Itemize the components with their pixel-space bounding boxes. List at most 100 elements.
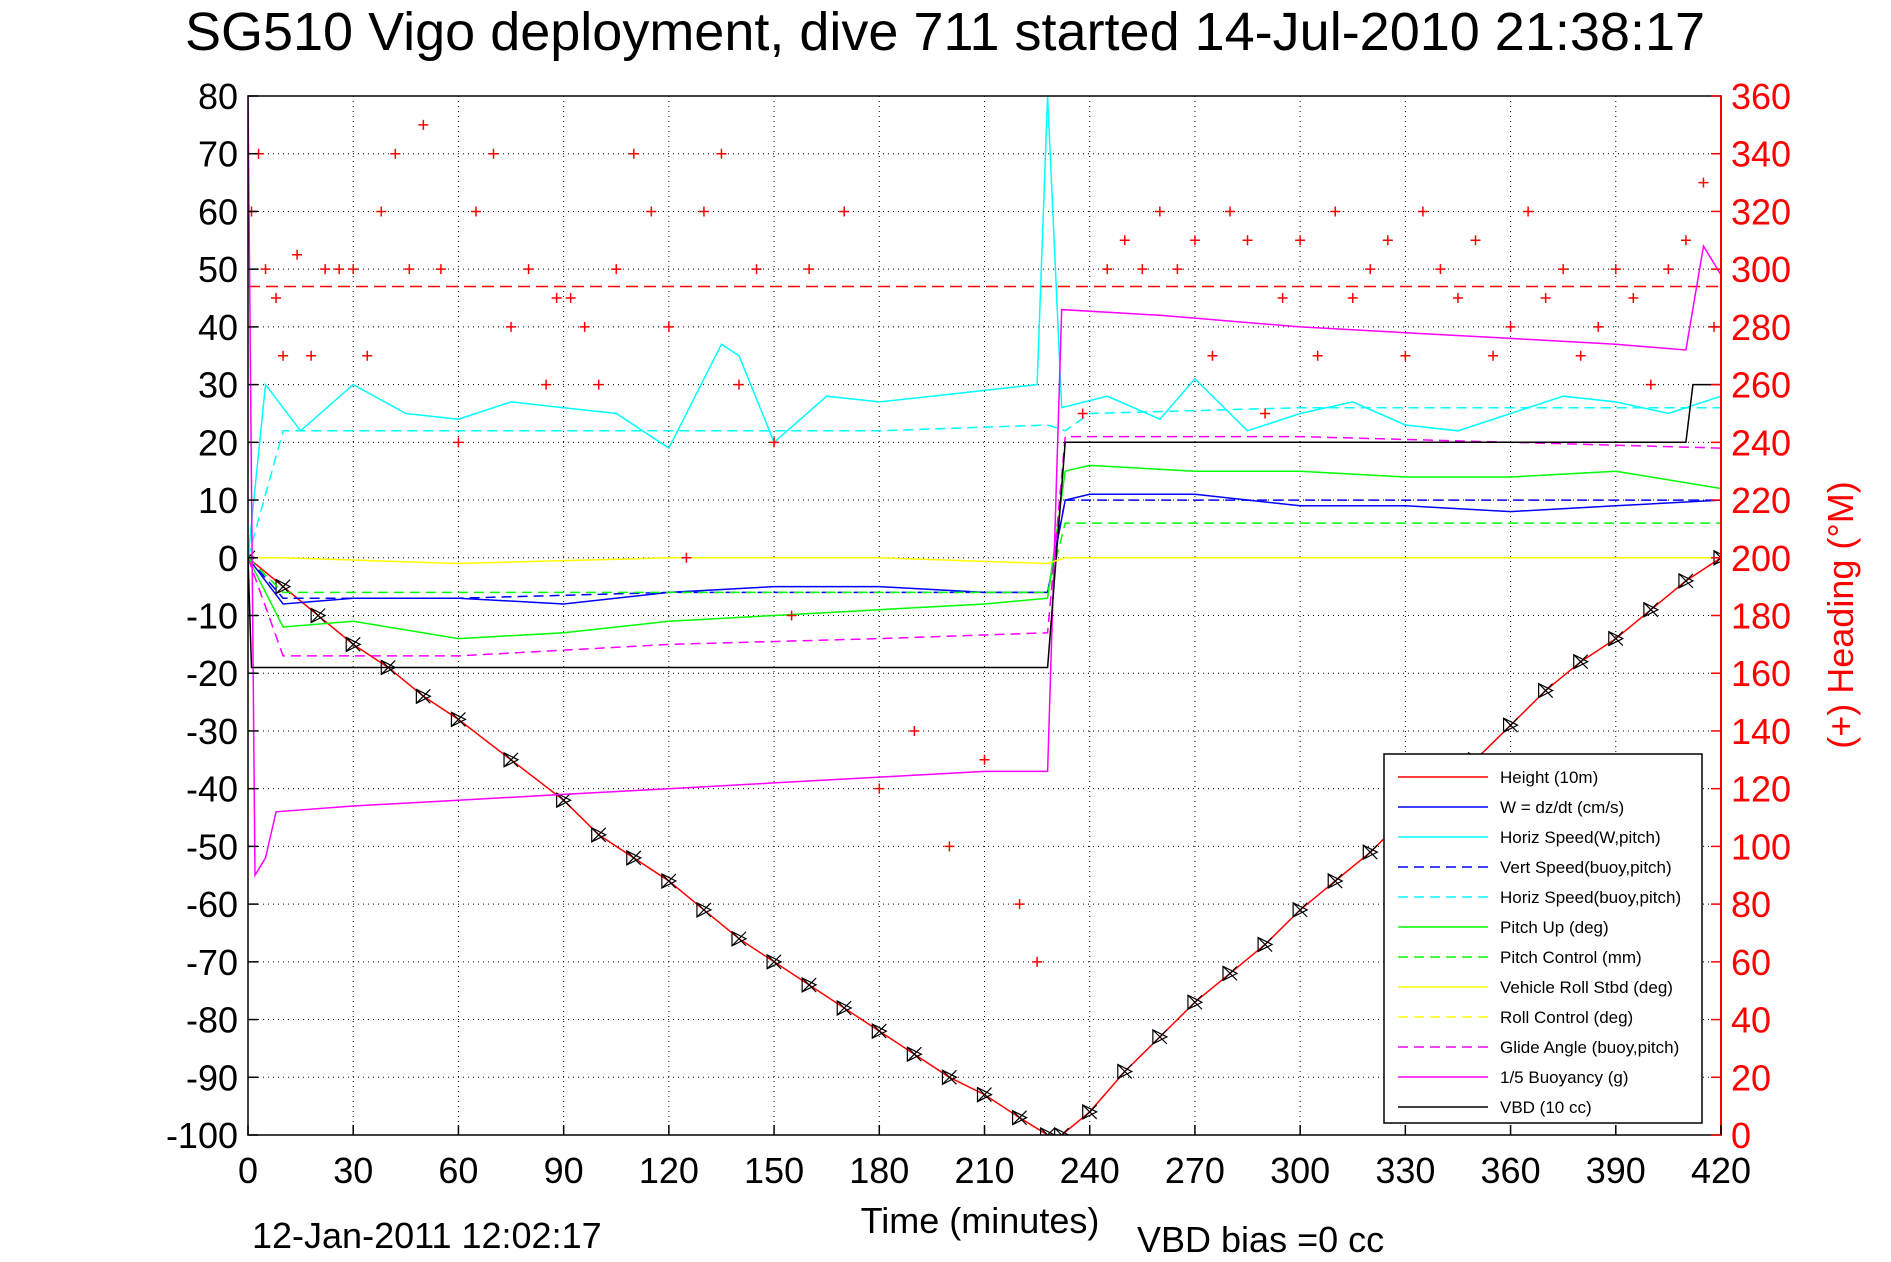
y-axis-left: 80 70 60 50 40 30 20 10 0 -10 -20 -30 -40 -50 -60 -70 -8… (166, 76, 258, 1156)
heading-point (1628, 293, 1639, 304)
heading-point (435, 264, 446, 275)
y-tick-label-left: 30 (198, 365, 238, 406)
heading-point (1505, 321, 1516, 332)
height-marker (591, 826, 608, 843)
heading-point (1137, 264, 1148, 275)
heading-point (681, 552, 692, 563)
heading-point (1014, 899, 1025, 910)
heading-point (646, 206, 657, 217)
x-tick-label: 180 (849, 1150, 909, 1191)
height-marker (766, 953, 783, 970)
heading-point (1347, 293, 1358, 304)
y-tick-label-left: 40 (198, 307, 238, 348)
legend-item: Horiz Speed(buoy,pitch) (1398, 888, 1681, 907)
height-marker (1678, 572, 1695, 589)
height-marker (661, 873, 678, 889)
legend-label: Horiz Speed(W,pitch) (1500, 828, 1661, 847)
heading-point (1225, 206, 1235, 217)
y-tick-label-left: 80 (198, 76, 238, 117)
height-marker (1011, 1109, 1028, 1126)
y-tick-label-right: 80 (1731, 884, 1771, 925)
y-tick-label-right: 160 (1731, 653, 1791, 694)
heading-point (1488, 350, 1499, 361)
heading-point (1663, 264, 1674, 275)
heading-point (306, 350, 317, 361)
y-tick-label-right: 360 (1731, 76, 1791, 117)
heading-point (1558, 264, 1569, 275)
heading-point (404, 264, 415, 275)
y-tick-label-right: 180 (1731, 596, 1791, 637)
legend-label: Glide Angle (buoy,pitch) (1500, 1038, 1679, 1057)
heading-point (362, 350, 373, 361)
heading-point (1154, 206, 1165, 217)
legend-item: Glide Angle (buoy,pitch) (1398, 1038, 1679, 1057)
heading-point (1452, 293, 1463, 304)
heading-point (1260, 408, 1271, 419)
series-line-horiz-speed-w-pitch (248, 96, 1721, 558)
series-line-pitch-control-mm (248, 522, 1721, 594)
x-tick-label: 60 (438, 1150, 478, 1191)
height-marker (275, 578, 292, 595)
heading-point (334, 264, 345, 275)
y-tick-label-right: 40 (1731, 1000, 1771, 1041)
heading-point (1032, 956, 1043, 967)
y-tick-label-right: 220 (1731, 480, 1791, 521)
heading-point (769, 437, 780, 448)
y-tick-label-right: 0 (1731, 1115, 1751, 1156)
y-tick-label-left: 0 (218, 538, 238, 579)
height-marker (731, 930, 748, 947)
heading-point (453, 437, 464, 448)
y-tick-label-left: -40 (186, 769, 238, 810)
heading-point (390, 148, 401, 159)
height-marker (1538, 682, 1554, 699)
y-tick-label-right: 340 (1731, 134, 1791, 175)
x-tick-label: 0 (238, 1150, 258, 1191)
height-marker (1643, 601, 1660, 618)
legend-item: Vert Speed(buoy,pitch) (1398, 858, 1672, 877)
y-tick-label-right: 200 (1731, 538, 1791, 579)
x-axis: 0 30 60 90 120 150 180 210 240 270 300 330 360 390 420 (238, 1125, 1751, 1191)
heading-point (1207, 350, 1218, 361)
height-marker (1573, 653, 1590, 670)
series-line-vbd-10-cc (248, 383, 1721, 669)
heading-point (1435, 264, 1446, 275)
height-marker (310, 607, 327, 624)
heading-point (1698, 177, 1709, 188)
heading-point (1277, 293, 1288, 304)
height-marker (345, 636, 362, 653)
legend-label: Pitch Up (deg) (1500, 918, 1609, 937)
heading-point (1077, 408, 1088, 419)
y-tick-label-left: -50 (186, 826, 238, 867)
x-tick-label: 120 (639, 1150, 699, 1191)
x-tick-label: 150 (744, 1150, 804, 1191)
x-tick-label: 330 (1375, 1150, 1435, 1191)
heading-point (579, 321, 590, 332)
y-tick-label-left: -70 (186, 942, 238, 983)
legend-box (1383, 753, 1703, 1124)
heading-point (523, 264, 534, 275)
heading-point (1102, 264, 1113, 275)
y-tick-label-left: 50 (198, 249, 238, 290)
heading-point (716, 148, 727, 159)
height-marker (801, 976, 818, 993)
height-marker (696, 901, 713, 918)
height-marker (906, 1046, 923, 1063)
height-marker (556, 792, 572, 809)
heading-point (565, 293, 576, 304)
heading-point (551, 293, 562, 304)
heading-point (593, 379, 604, 390)
legend-label: Vert Speed(buoy,pitch) (1500, 858, 1672, 877)
legend-item: Pitch Up (deg) (1398, 918, 1609, 937)
series-line-vehicle-roll-stbd-deg (248, 557, 1721, 565)
x-tick-label: 210 (954, 1150, 1014, 1191)
heading-point (348, 264, 359, 275)
legend-item: W = dz/dt (cm/s) (1398, 798, 1624, 817)
series-line-1-5-buoyancy-g (248, 96, 1721, 878)
legend-item: Pitch Control (mm) (1398, 948, 1642, 967)
heading-point (804, 264, 815, 275)
x-tick-label: 270 (1165, 1150, 1225, 1191)
series-line-pitch-up-deg (248, 464, 1721, 640)
height-marker (941, 1069, 958, 1086)
y-tick-label-right: 280 (1731, 307, 1791, 348)
